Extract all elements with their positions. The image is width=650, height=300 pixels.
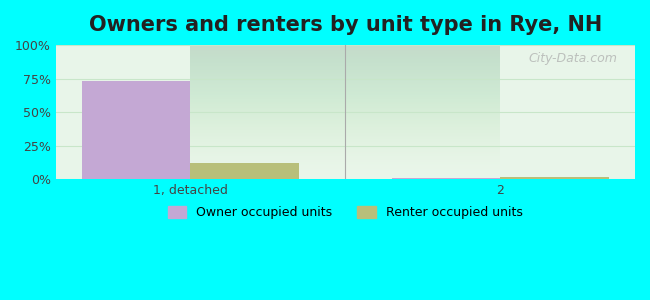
- Bar: [82, 81, 190, 179]
- Text: City-Data.com: City-Data.com: [528, 52, 618, 64]
- Bar: [392, 178, 500, 179]
- Bar: [190, 163, 299, 179]
- Legend: Owner occupied units, Renter occupied units: Owner occupied units, Renter occupied un…: [162, 201, 528, 224]
- Title: Owners and renters by unit type in Rye, NH: Owners and renters by unit type in Rye, …: [89, 15, 602, 35]
- Bar: [500, 177, 608, 179]
